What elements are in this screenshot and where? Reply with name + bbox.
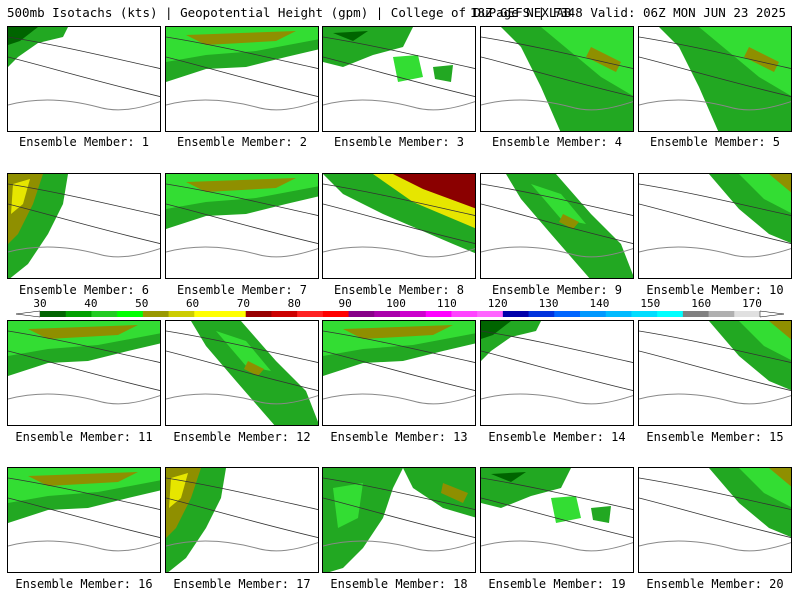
- ensemble-member-6-label: Ensemble Member: 6: [18, 283, 150, 297]
- colorbar-bin-4: [142, 311, 170, 317]
- colorbar-tick-60: 60: [185, 297, 200, 310]
- colorbar-bin-26: [708, 311, 735, 317]
- ensemble-member-17-label: Ensemble Member: 17: [173, 577, 311, 591]
- ensemble-member-19-map: [480, 467, 634, 573]
- colorbar-bin-3: [117, 311, 144, 317]
- isotach-colorbar: [15, 310, 785, 318]
- ensemble-member-18-label: Ensemble Member: 18: [330, 577, 468, 591]
- ensemble-member-16-map: [7, 467, 161, 573]
- ensemble-member-14-map: [480, 320, 634, 426]
- ensemble-member-1-label: Ensemble Member: 1: [18, 135, 150, 149]
- colorbar-bin-17: [477, 311, 504, 317]
- colorbar-bin-9: [271, 311, 298, 317]
- ensemble-member-12-map: [165, 320, 319, 426]
- colorbar-tick-150: 150: [640, 297, 661, 310]
- ensemble-member-13-map: [322, 320, 476, 426]
- colorbar-bin-15: [425, 311, 452, 317]
- colorbar-tick-70: 70: [236, 297, 251, 310]
- colorbar-bin-11: [322, 311, 350, 317]
- ensemble-member-3-map: [322, 26, 476, 132]
- ensemble-member-16-label: Ensemble Member: 16: [15, 577, 153, 591]
- colorbar-tick-120: 120: [487, 297, 508, 310]
- colorbar-bin-10: [297, 311, 324, 317]
- colorbar-bin-8: [245, 311, 272, 317]
- colorbar-bin-14: [400, 311, 427, 317]
- colorbar-bin-7: [220, 311, 247, 317]
- ensemble-member-14-label: Ensemble Member: 14: [488, 430, 626, 444]
- colorbar-tick-170: 170: [742, 297, 762, 310]
- ensemble-member-17-map: [165, 467, 319, 573]
- colorbar-tick-50: 50: [135, 297, 149, 310]
- colorbar-tick-130: 130: [538, 297, 559, 310]
- ensemble-member-19-label: Ensemble Member: 19: [488, 577, 626, 591]
- colorbar-bin-21: [580, 311, 607, 317]
- colorbar-bin-24: [657, 311, 684, 317]
- colorbar-tick-30: 30: [33, 297, 47, 310]
- colorbar-bin-16: [451, 311, 478, 317]
- ensemble-member-10-map: [638, 173, 792, 279]
- colorbar-bin-12: [348, 311, 375, 317]
- ensemble-member-6-map: [7, 173, 161, 279]
- header-right-title: 18Z GEFS | F348 Valid: 06Z MON JUN 23 20…: [469, 5, 786, 20]
- colorbar-bin-27: [734, 311, 761, 317]
- colorbar-bin-23: [631, 311, 658, 317]
- colorbar-tick-90: 90: [338, 297, 352, 310]
- colorbar-bin-0: [40, 311, 67, 317]
- ensemble-member-4-map: [480, 26, 634, 132]
- ensemble-member-7-map: [165, 173, 319, 279]
- colorbar-bin-13: [374, 311, 401, 317]
- ensemble-member-5-map: [638, 26, 792, 132]
- ensemble-member-2-map: [165, 26, 319, 132]
- colorbar-bin-18: [502, 311, 530, 317]
- ensemble-member-9-label: Ensemble Member: 9: [491, 283, 623, 297]
- ensemble-member-11-map: [7, 320, 161, 426]
- colorbar-tick-160: 160: [691, 297, 712, 310]
- ensemble-member-20-map: [638, 467, 792, 573]
- ensemble-member-10-label: Ensemble Member: 10: [646, 283, 784, 297]
- ensemble-member-15-map: [638, 320, 792, 426]
- ensemble-member-5-label: Ensemble Member: 5: [649, 135, 781, 149]
- ensemble-member-20-label: Ensemble Member: 20: [646, 577, 784, 591]
- colorbar-bin-19: [528, 311, 555, 317]
- colorbar-bin-1: [65, 311, 92, 317]
- ensemble-member-8-map: [322, 173, 476, 279]
- ensemble-member-13-label: Ensemble Member: 13: [330, 430, 468, 444]
- ensemble-member-3-label: Ensemble Member: 3: [333, 135, 465, 149]
- colorbar-bin-5: [168, 311, 195, 317]
- colorbar-bin-2: [91, 311, 118, 317]
- header-left-title: 500mb Isotachs (kts) | Geopotential Heig…: [7, 5, 572, 20]
- ensemble-member-9-map: [480, 173, 634, 279]
- ensemble-member-1-map: [7, 26, 161, 132]
- ensemble-member-8-label: Ensemble Member: 8: [333, 283, 465, 297]
- colorbar-tick-140: 140: [589, 297, 610, 310]
- ensemble-member-11-label: Ensemble Member: 11: [15, 430, 153, 444]
- colorbar-bin-22: [605, 311, 632, 317]
- colorbar-tick-100: 100: [386, 297, 406, 310]
- ensemble-member-2-label: Ensemble Member: 2: [176, 135, 308, 149]
- colorbar-tick-40: 40: [84, 297, 98, 310]
- colorbar-bin-6: [194, 311, 221, 317]
- colorbar-left-arrow: [15, 310, 41, 318]
- ensemble-member-7-label: Ensemble Member: 7: [176, 283, 308, 297]
- ensemble-member-4-label: Ensemble Member: 4: [491, 135, 623, 149]
- colorbar-right-arrow: [759, 310, 785, 318]
- colorbar-tick-80: 80: [287, 297, 301, 310]
- colorbar-bin-25: [682, 311, 710, 317]
- colorbar-bin-20: [554, 311, 581, 317]
- colorbar-tick-110: 110: [436, 297, 457, 310]
- ensemble-member-15-label: Ensemble Member: 15: [646, 430, 784, 444]
- ensemble-member-18-map: [322, 467, 476, 573]
- ensemble-member-12-label: Ensemble Member: 12: [173, 430, 311, 444]
